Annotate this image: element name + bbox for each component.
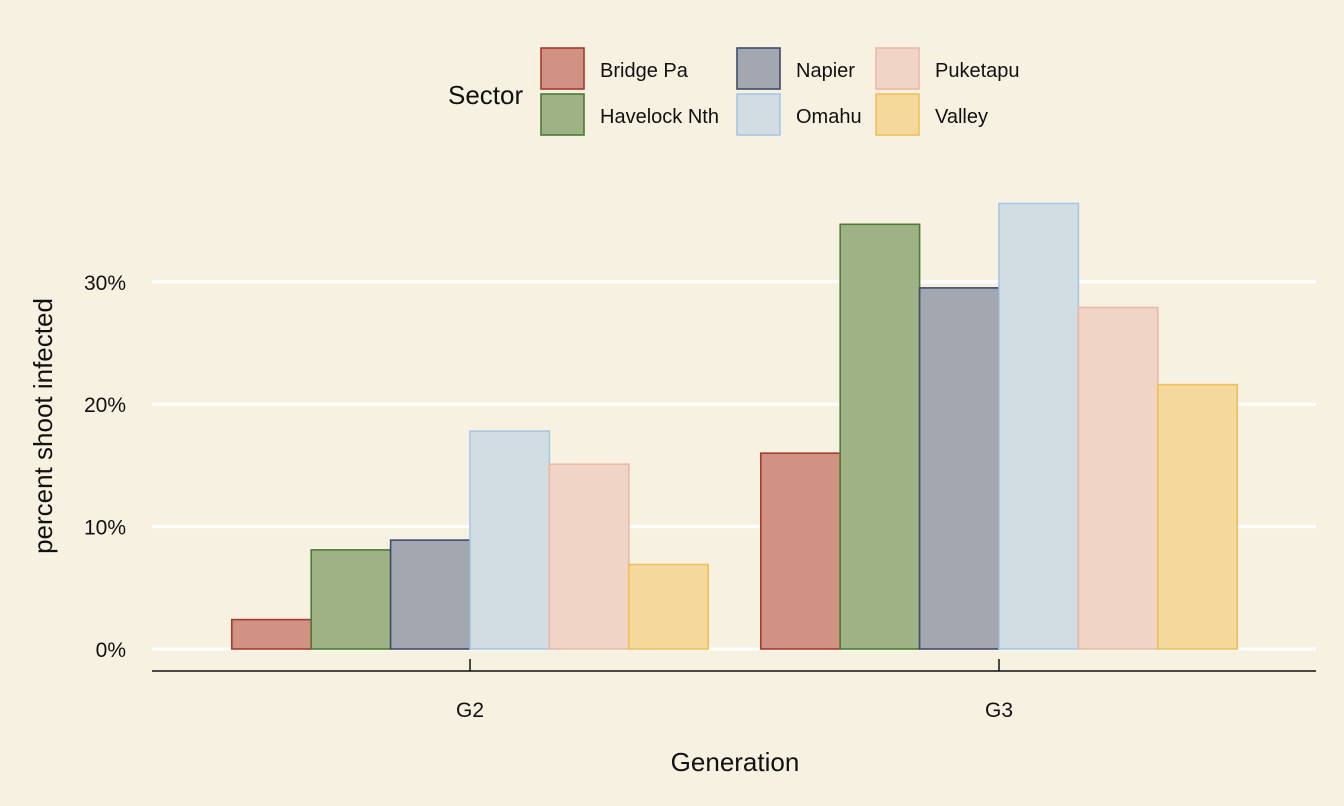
bar-havelock-nth-g2 [310, 549, 392, 650]
x-axis-label: Generation [671, 747, 800, 777]
axes [152, 659, 1316, 672]
bars [231, 202, 1239, 650]
x-tick-label: G2 [456, 699, 484, 722]
legend-key-bridge-pa [540, 47, 585, 90]
bar-havelock-nth-g3 [839, 223, 921, 650]
bar-napier-g2 [389, 539, 471, 650]
legend: Sector Bridge Pa Napier Puketapu Havelock N… [448, 47, 1020, 136]
bar-omahu-g2 [469, 430, 551, 650]
y-tick-label: 20% [84, 394, 126, 417]
bar-puketapu-g3 [1077, 306, 1159, 650]
legend-title: Sector [448, 80, 523, 110]
bar-omahu-g3 [998, 202, 1080, 650]
x-tick-label: G3 [985, 699, 1013, 722]
legend-key-valley [875, 93, 920, 136]
x-tick-labels: G2 G3 [456, 699, 1013, 722]
legend-label: Havelock Nth [600, 106, 719, 128]
bar-bridge-pa-g3 [759, 452, 841, 650]
y-axis-label: percent shoot infected [28, 298, 58, 554]
legend-label: Puketapu [935, 60, 1020, 82]
legend-label: Bridge Pa [600, 60, 689, 82]
legend-label: Omahu [796, 106, 862, 128]
legend-key-puketapu [875, 47, 920, 90]
bar-napier-g3 [918, 287, 1000, 650]
y-tick-label: 30% [84, 272, 126, 295]
legend-label: Valley [935, 106, 988, 128]
bar-bridge-pa-g2 [231, 618, 313, 650]
legend-label: Napier [796, 60, 855, 82]
y-tick-labels: 0% 10% 20% 30% [84, 272, 126, 662]
y-tick-label: 0% [96, 639, 126, 662]
legend-key-omahu [736, 93, 781, 136]
bar-valley-g3 [1157, 383, 1239, 650]
bar-valley-g2 [627, 563, 709, 650]
y-tick-label: 10% [84, 517, 126, 540]
legend-key-havelock-nth [540, 93, 585, 136]
legend-key-napier [736, 47, 781, 90]
bar-puketapu-g2 [548, 463, 630, 650]
